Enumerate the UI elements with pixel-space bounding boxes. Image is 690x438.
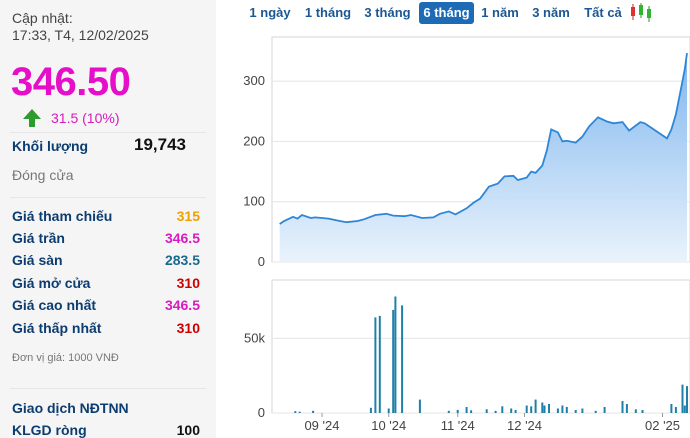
stat-value: 346.5	[164, 297, 200, 313]
volume-plot-frame	[271, 279, 690, 414]
volume-bar	[594, 410, 597, 413]
volume-bar	[541, 402, 544, 413]
price-y-tick-label: 0	[258, 254, 265, 269]
volume-bar	[418, 399, 421, 413]
volume-bar	[534, 399, 537, 413]
price-line	[279, 52, 688, 225]
volume-bar	[603, 407, 606, 413]
timeframe-tab[interactable]: 1 tháng	[304, 5, 352, 20]
timeframe-tab[interactable]: 3 năm	[532, 5, 570, 20]
volume-bar	[470, 410, 473, 413]
x-tick-label: 11 '24	[441, 418, 475, 433]
updated-label: Cập nhật:	[12, 10, 73, 26]
price-volume-chart: 0 100 200 300 0 50k 09 '24 10 '24 11 '24 12 '24…	[243, 36, 690, 433]
stat-value: 310	[176, 275, 200, 291]
volume-y-tick-label: 50k	[244, 330, 265, 345]
volume-bar	[510, 408, 513, 413]
timeframe-tab[interactable]: 6 tháng	[419, 2, 474, 24]
volume-bar	[621, 401, 624, 413]
volume-bar	[525, 405, 528, 413]
stat-label: Giá tham chiếu	[12, 208, 113, 224]
volume-bar	[683, 405, 686, 413]
divider	[10, 132, 206, 133]
stat-value: 346.5	[164, 230, 200, 246]
volume-bar	[494, 410, 497, 413]
volume-bar	[514, 410, 517, 413]
volume-bar	[530, 406, 533, 413]
volume-bar	[501, 406, 504, 413]
stat-label: Giá trần	[12, 230, 65, 246]
timeframe-tab[interactable]: 1 ngày	[249, 5, 291, 20]
volume-label: Khối lượng	[12, 138, 89, 154]
volume-bar	[392, 309, 395, 413]
volume-bar	[465, 407, 468, 413]
volume-y-tick-label: 0	[258, 405, 265, 420]
arrow-up-icon	[23, 109, 41, 127]
volume-bar	[574, 410, 577, 413]
updated-time: 17:33, T4, 12/02/2025	[12, 27, 149, 43]
stat-value: 283.5	[164, 252, 200, 268]
volume-bar	[374, 317, 377, 413]
volume-bar	[634, 409, 637, 413]
volume-bar	[670, 404, 673, 413]
volume-bar	[369, 407, 372, 413]
volume-bar	[581, 408, 584, 413]
volume-bar	[565, 407, 568, 413]
volume-bar	[447, 410, 450, 413]
price-change: 31.5 (10%)	[51, 110, 120, 126]
timeframe-tab[interactable]: 3 tháng	[364, 5, 411, 20]
foreign-net-label: KLGD ròng	[12, 422, 87, 438]
foreign-trading-title: Giao dịch NĐTNN	[12, 400, 129, 416]
current-price: 346.50	[11, 60, 131, 104]
volume-bar	[401, 305, 404, 413]
volume-bar	[312, 410, 315, 413]
price-unit-note: Đơn vị giá: 1000 VNĐ	[12, 352, 119, 364]
price-y-tick-label: 200	[243, 133, 265, 148]
stat-value: 310	[176, 320, 200, 336]
divider	[10, 388, 206, 389]
candlestick-icon[interactable]	[629, 2, 653, 24]
x-tick-label: 12 '24	[507, 418, 542, 433]
x-tick-label: 02 '25	[645, 418, 680, 433]
foreign-net-value: 100	[176, 422, 200, 438]
volume-bar	[548, 404, 550, 413]
price-y-tick-label: 100	[243, 194, 265, 209]
volume-bar	[543, 405, 546, 413]
stat-label: Giá thấp nhất	[12, 320, 102, 336]
volume-bar	[674, 407, 677, 413]
volume-bar	[681, 384, 684, 413]
stat-label: Giá sàn	[12, 252, 63, 268]
volume-bar	[456, 410, 459, 413]
volume-bar	[387, 408, 390, 413]
x-tick-label: 09 '24	[304, 418, 339, 433]
volume-bar	[686, 386, 688, 413]
quote-panel: Cập nhật: 17:33, T4, 12/02/2025 346.50 3…	[0, 0, 216, 438]
volume-bar	[294, 411, 297, 413]
stat-label: Giá mở cửa	[12, 275, 91, 291]
volume-bar	[394, 296, 397, 413]
divider	[10, 197, 206, 198]
volume-bar	[378, 315, 381, 413]
volume-bar	[625, 404, 628, 413]
volume-bar	[556, 408, 559, 413]
x-tick-label: 10 '24	[371, 418, 406, 433]
volume-bar	[298, 411, 301, 413]
volume-bar	[561, 405, 564, 413]
stat-label: Giá cao nhất	[12, 297, 97, 313]
price-area	[279, 53, 687, 262]
trading-status: Đóng cửa	[12, 167, 74, 183]
timeframe-tab[interactable]: Tất cả	[584, 5, 622, 20]
stat-value: 315	[176, 208, 200, 224]
volume-bar	[641, 410, 644, 413]
volume-value: 19,743	[134, 135, 186, 154]
timeframe-tab[interactable]: 1 năm	[481, 5, 519, 20]
price-y-tick-label: 300	[243, 73, 265, 88]
volume-bar	[485, 409, 488, 413]
